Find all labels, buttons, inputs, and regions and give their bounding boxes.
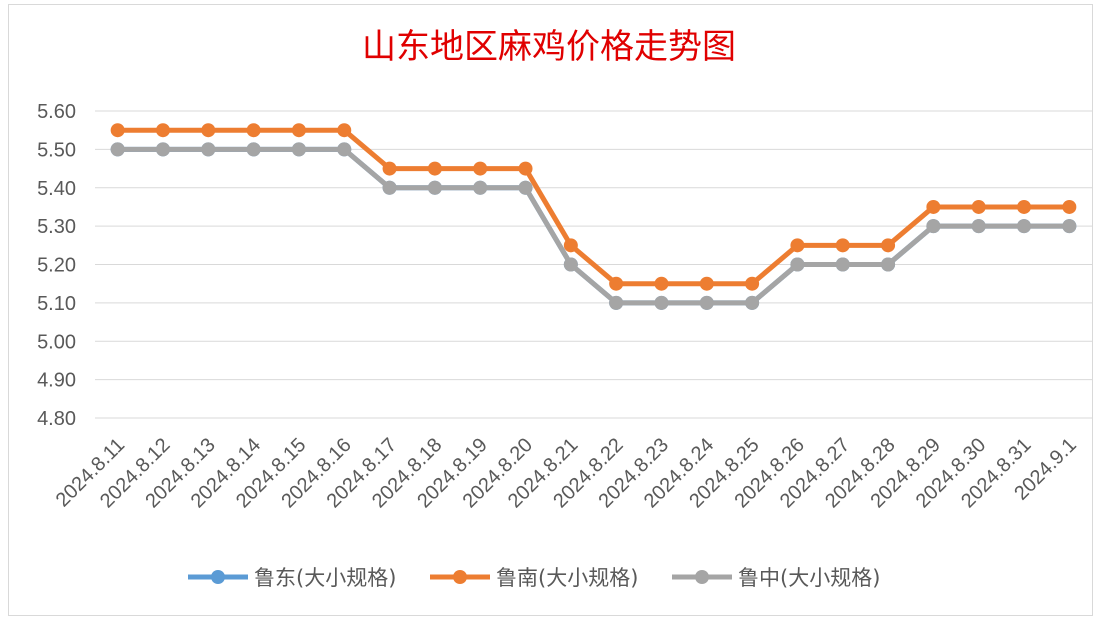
legend[interactable]: 鲁东(大小规格) 鲁南(大小规格) 鲁中(大小规格)	[188, 566, 880, 590]
legend-item-1[interactable]: 鲁南(大小规格)	[430, 566, 638, 590]
data-point	[881, 238, 896, 253]
data-point	[1062, 219, 1077, 234]
data-point	[246, 142, 261, 157]
series-1	[110, 123, 1077, 291]
data-point	[563, 257, 578, 272]
data-point	[518, 180, 533, 195]
data-point	[201, 123, 216, 138]
x-axis-ticks: 2024.8.112024.8.122024.8.132024.8.142024…	[52, 434, 1081, 512]
data-point	[291, 123, 306, 138]
data-point	[971, 219, 986, 234]
data-point	[881, 257, 896, 272]
data-point	[745, 295, 760, 310]
data-point	[654, 295, 669, 310]
data-point	[337, 142, 352, 157]
data-point	[790, 257, 805, 272]
data-point	[382, 180, 397, 195]
data-point	[926, 199, 941, 214]
y-tick-label: 4.90	[37, 370, 76, 392]
legend-label: 鲁南(大小规格)	[496, 566, 638, 590]
data-point	[518, 161, 533, 176]
data-point	[246, 123, 261, 138]
data-point	[337, 123, 352, 138]
legend-swatch-marker	[695, 570, 709, 584]
data-point	[609, 295, 624, 310]
data-point	[291, 142, 306, 157]
data-point	[155, 123, 170, 138]
data-point	[790, 238, 805, 253]
y-tick-label: 5.10	[37, 293, 76, 315]
legend-swatch-marker	[453, 570, 467, 584]
series-2	[110, 142, 1077, 310]
legend-item-0[interactable]: 鲁东(大小规格)	[188, 566, 396, 590]
data-point	[654, 276, 669, 291]
data-point	[609, 276, 624, 291]
data-point	[1017, 199, 1032, 214]
data-point	[835, 257, 850, 272]
series-line	[117, 146, 1070, 306]
data-point	[699, 295, 714, 310]
data-point	[926, 219, 941, 234]
legend-swatch-marker	[211, 570, 225, 584]
series-lines	[110, 123, 1077, 310]
data-point	[835, 238, 850, 253]
legend-label: 鲁中(大小规格)	[738, 566, 880, 590]
data-point	[427, 161, 442, 176]
chart-title: 山东地区麻鸡价格走势图	[362, 27, 736, 67]
data-point	[110, 142, 125, 157]
data-point	[971, 199, 986, 214]
data-point	[699, 276, 714, 291]
y-tick-label: 5.40	[37, 178, 76, 200]
legend-label: 鲁东(大小规格)	[254, 566, 396, 590]
data-point	[1062, 199, 1077, 214]
data-point	[427, 180, 442, 195]
y-tick-label: 4.80	[37, 408, 76, 430]
y-axis-ticks: 5.60 5.50 5.40 5.30 5.20 5.10 5.00 4.90 4.80	[37, 101, 76, 430]
data-point	[473, 161, 488, 176]
y-tick-label: 5.60	[37, 101, 76, 123]
data-point	[745, 276, 760, 291]
series-line	[117, 127, 1070, 287]
y-tick-label: 5.00	[37, 331, 76, 353]
y-tick-label: 5.50	[37, 139, 76, 161]
data-point	[473, 180, 488, 195]
y-tick-label: 5.20	[37, 255, 76, 277]
chart-frame	[8, 4, 1093, 616]
data-point	[1017, 219, 1032, 234]
data-point	[110, 123, 125, 138]
legend-item-2[interactable]: 鲁中(大小规格)	[672, 566, 880, 590]
y-tick-label: 5.30	[37, 216, 76, 238]
data-point	[563, 238, 578, 253]
data-point	[201, 142, 216, 157]
data-point	[382, 161, 397, 176]
data-point	[155, 142, 170, 157]
